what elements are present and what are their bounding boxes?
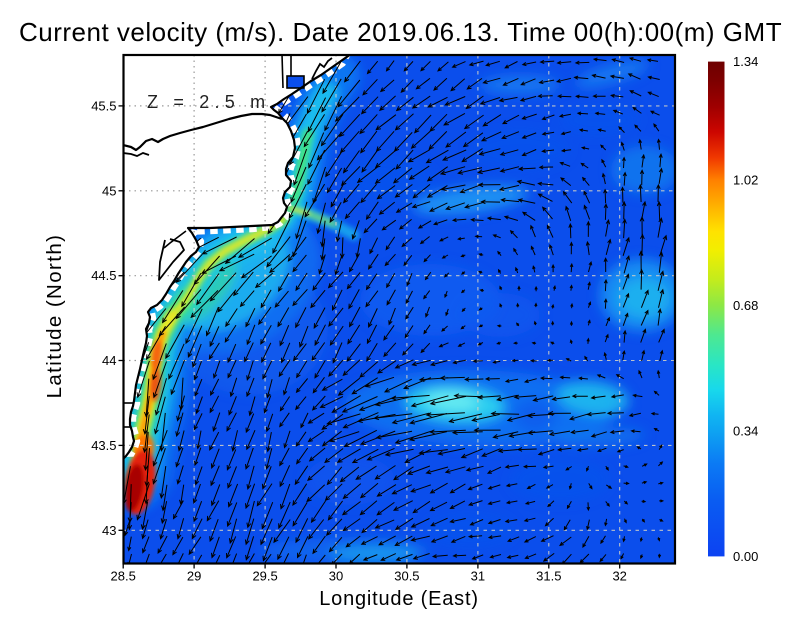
svg-text:Z = 2.5 m: Z = 2.5 m (147, 92, 270, 112)
svg-text:31: 31 (471, 569, 485, 584)
svg-text:44.5: 44.5 (91, 268, 116, 283)
svg-text:43.5: 43.5 (91, 438, 116, 453)
svg-text:43: 43 (102, 523, 116, 538)
svg-text:45: 45 (102, 183, 116, 198)
svg-text:30.5: 30.5 (394, 569, 419, 584)
svg-text:29: 29 (187, 569, 201, 584)
svg-text:0.00: 0.00 (733, 549, 758, 564)
svg-text:0.34: 0.34 (733, 423, 758, 438)
svg-text:31.5: 31.5 (536, 569, 561, 584)
svg-text:28.5: 28.5 (111, 569, 136, 584)
svg-text:32: 32 (612, 569, 626, 584)
svg-text:29.5: 29.5 (252, 569, 277, 584)
svg-text:0.68: 0.68 (733, 298, 758, 313)
svg-text:30: 30 (329, 569, 343, 584)
svg-text:45.5: 45.5 (91, 98, 116, 113)
svg-text:1.34: 1.34 (733, 54, 758, 69)
svg-text:Longitude (East): Longitude (East) (319, 588, 479, 610)
svg-text:44: 44 (102, 353, 116, 368)
svg-text:Latitude (North): Latitude (North) (43, 234, 66, 399)
svg-text:1.02: 1.02 (733, 172, 758, 187)
svg-text:Current velocity (m/s). Date 2: Current velocity (m/s). Date 2019.06.13.… (19, 17, 782, 47)
